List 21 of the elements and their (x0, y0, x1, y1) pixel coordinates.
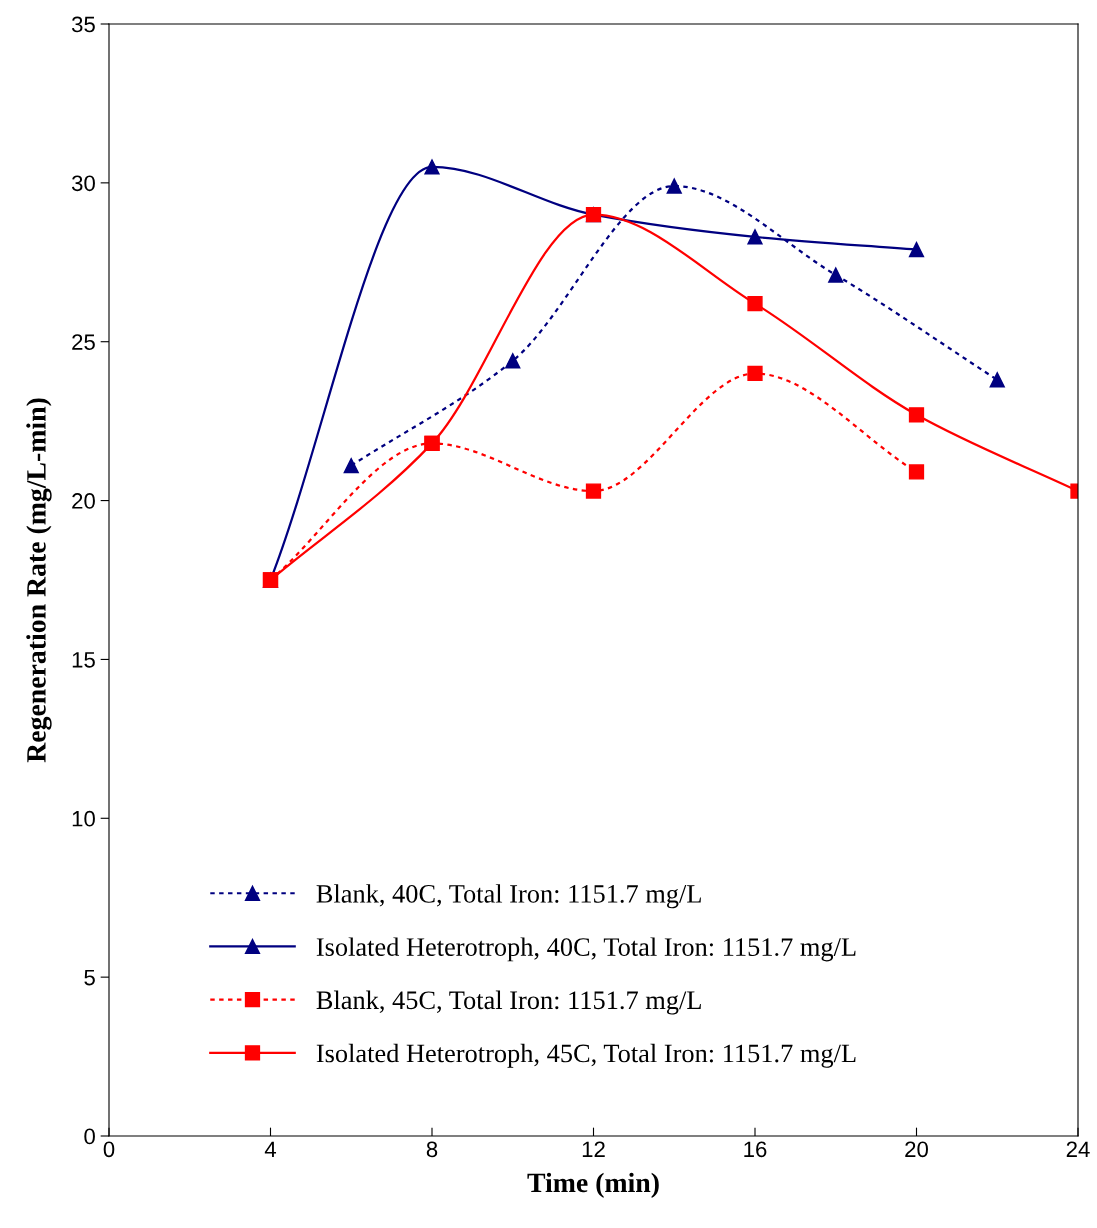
x-tick-label: 12 (582, 1141, 605, 1157)
y-tick-label: 35 (71, 16, 95, 33)
y-tick-label: 25 (72, 334, 95, 350)
y-tick-label: 10 (72, 810, 95, 827)
legend-label: Blank, 40C, Total Iron: 1151.7 mg/L (316, 884, 701, 909)
x-tick-label: 4 (264, 1141, 277, 1157)
y-tick-label: 0 (84, 1128, 95, 1145)
x-tick-label: 8 (426, 1141, 438, 1158)
x-tick-label: 24 (1066, 1141, 1090, 1157)
y-tick-label: 5 (84, 969, 95, 986)
y-axis-title: Regeneration Rate (mg/L-min) (26, 398, 52, 763)
legend-label: Isolated Heterotroph, 40C, Total Iron: 1151.7 mg/L (316, 937, 856, 962)
x-tick-label: 16 (744, 1141, 767, 1158)
x-axis-title: Time (min) (527, 1172, 659, 1198)
y-tick-label: 20 (72, 493, 95, 509)
y-tick-label: 15 (72, 652, 95, 668)
legend-label: Isolated Heterotroph, 45C, Total Iron: 1151.7 mg/L (316, 1043, 856, 1068)
x-tick-label: 20 (905, 1141, 928, 1158)
legend-label: Blank, 45C, Total Iron: 1151.7 mg/L (316, 990, 701, 1015)
y-tick-label: 30 (71, 175, 95, 192)
x-tick-label: 0 (103, 1141, 115, 1158)
